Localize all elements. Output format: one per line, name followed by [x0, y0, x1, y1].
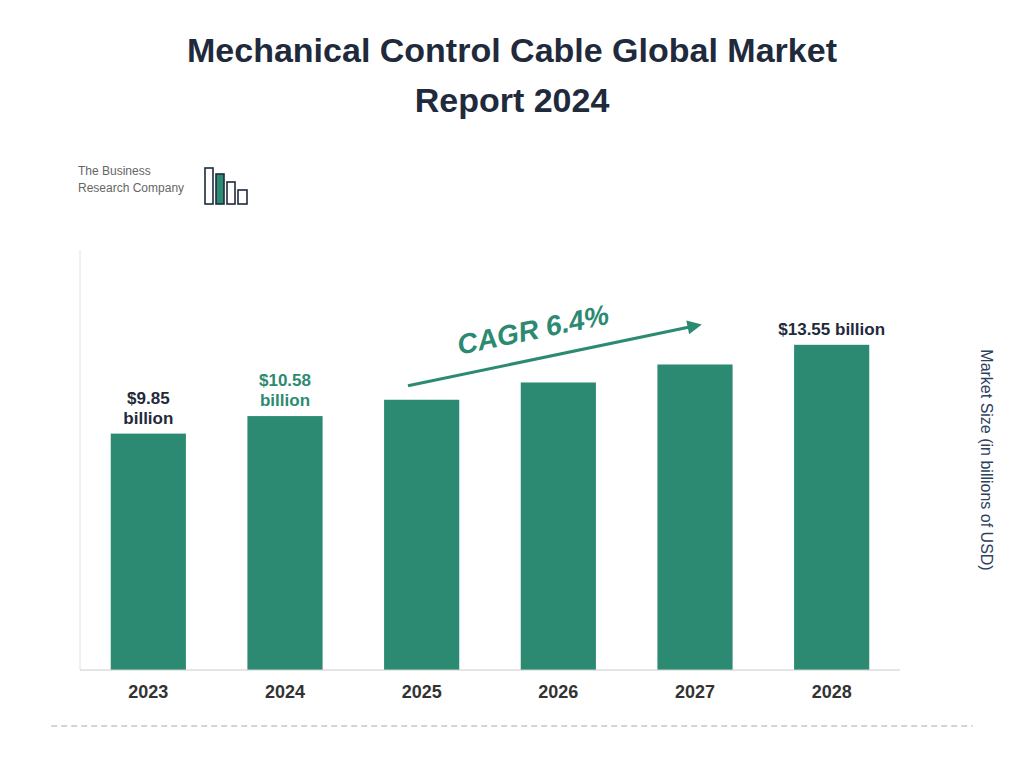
data-label: $9.85billion [123, 389, 173, 428]
y-axis-line [80, 250, 81, 670]
bar [384, 400, 459, 670]
bar [794, 345, 869, 670]
x-tick-label: 2025 [402, 682, 442, 702]
text-line: $9.85 [127, 389, 170, 408]
text-line: The Business [78, 164, 151, 178]
text-line: billion [123, 409, 173, 428]
y-axis-label: Market Size (in billions of USD) [978, 349, 995, 570]
bottom-rule [51, 725, 973, 726]
x-tick-label: 2027 [675, 682, 715, 702]
text-line: $10.58 [259, 371, 311, 390]
x-tick-label: 2023 [128, 682, 168, 702]
chart-svg: Mechanical Control Cable Global Market Re… [0, 0, 1024, 768]
logo-text: The Business Research Company [78, 164, 184, 195]
cagr-arrow-head [686, 321, 702, 335]
x-tick-label: 2024 [265, 682, 305, 702]
logo-shape [238, 190, 247, 204]
data-label: $13.55 billion [778, 320, 885, 339]
text-line: $13.55 billion [778, 320, 885, 339]
x-tick-label: 2028 [812, 682, 852, 702]
bar [247, 416, 322, 670]
text-line: billion [260, 391, 310, 410]
bar [657, 364, 732, 670]
logo-shape [216, 174, 224, 204]
logo-shape [227, 182, 235, 204]
bar [111, 434, 186, 670]
chart-container: Mechanical Control Cable Global Market Re… [0, 0, 1024, 768]
logo-shape [205, 168, 213, 204]
bar [521, 382, 596, 670]
x-axis-line [80, 669, 900, 670]
data-label: $10.58billion [259, 371, 311, 410]
logo-icon [205, 168, 247, 204]
background [0, 0, 1024, 768]
subtitle: Report 2024 [415, 81, 610, 119]
text-line: Research Company [78, 181, 184, 195]
title: Mechanical Control Cable Global Market [187, 31, 837, 69]
x-tick-label: 2026 [538, 682, 578, 702]
bars [111, 345, 870, 670]
cagr-text: CAGR 6.4% [454, 299, 611, 361]
